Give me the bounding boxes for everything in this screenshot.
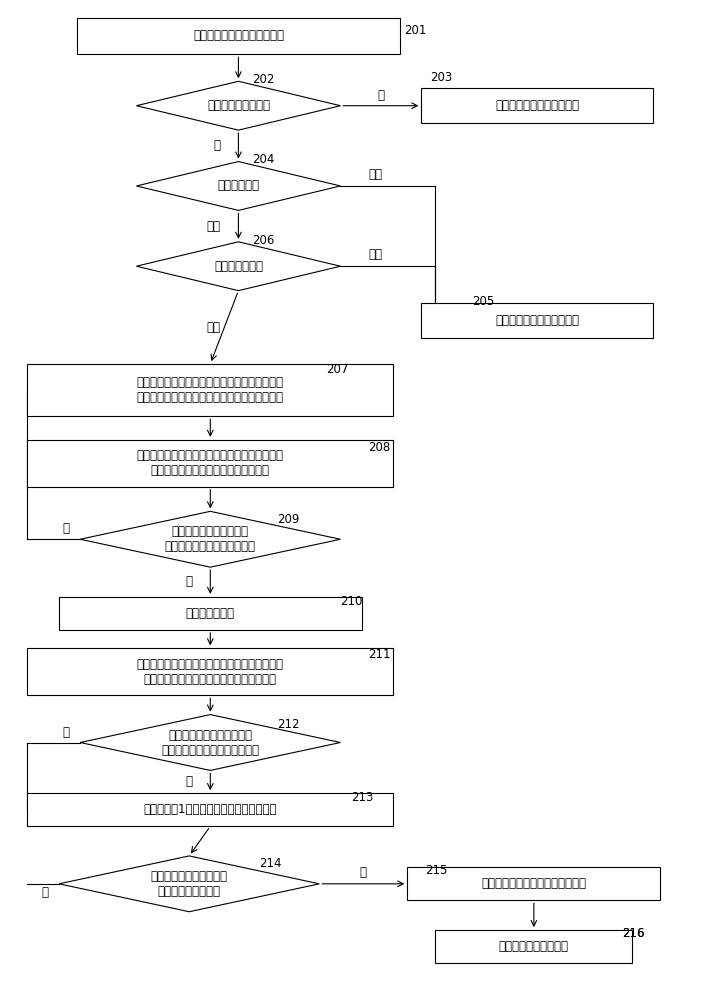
Text: 否: 否 [62, 726, 69, 739]
Text: 无效: 无效 [207, 220, 220, 233]
Polygon shape [136, 242, 340, 291]
Text: 无效: 无效 [369, 248, 383, 261]
Text: 有效: 有效 [369, 168, 383, 181]
Text: 205: 205 [472, 295, 494, 308]
Text: 增程器启动请求: 增程器启动请求 [214, 260, 263, 273]
Text: 发电机实际转速是否达到允
许发电机扭矩衰减的转速标定值: 发电机实际转速是否达到允 许发电机扭矩衰减的转速标定值 [161, 729, 259, 757]
Text: 通过公式（1）对发电机进行扭矩衰减控制: 通过公式（1）对发电机进行扭矩衰减控制 [143, 803, 277, 816]
Text: 将发电机目标拖动扭矩值赋值为零: 将发电机目标拖动扭矩值赋值为零 [481, 877, 586, 890]
Text: 207: 207 [326, 363, 349, 376]
Polygon shape [136, 81, 340, 130]
Text: 是: 是 [359, 866, 367, 879]
FancyBboxPatch shape [28, 364, 393, 416]
Text: 是: 是 [377, 89, 384, 102]
Text: 发电机实际转速是否达到
允许发动机喷油的转速标定值: 发电机实际转速是否达到 允许发动机喷油的转速标定值 [164, 525, 256, 553]
FancyBboxPatch shape [28, 440, 393, 487]
Polygon shape [80, 511, 340, 567]
Text: 有效: 有效 [207, 321, 220, 334]
Text: 通过查表获取与当前发动机温度及当前大气压力
相对应的允许发电机扭矩衰减的转速标定值: 通过查表获取与当前发动机温度及当前大气压力 相对应的允许发电机扭矩衰减的转速标定… [137, 658, 284, 686]
Text: 整车下电请求: 整车下电请求 [218, 179, 259, 192]
Text: 210: 210 [340, 595, 363, 608]
FancyBboxPatch shape [421, 88, 654, 123]
Polygon shape [136, 162, 340, 210]
Text: 201: 201 [403, 24, 426, 37]
Text: 对增程器进行正常停机控制: 对增程器进行正常停机控制 [496, 314, 579, 327]
FancyBboxPatch shape [59, 597, 362, 630]
Text: 对增程器的控制量进行初始化: 对增程器的控制量进行初始化 [193, 29, 284, 42]
Text: 216: 216 [622, 927, 644, 940]
Text: 211: 211 [369, 648, 391, 661]
Text: 204: 204 [252, 153, 275, 166]
FancyBboxPatch shape [28, 648, 393, 695]
FancyBboxPatch shape [435, 930, 632, 963]
Text: 对发动机进行怠速控制: 对发动机进行怠速控制 [499, 940, 569, 953]
Text: 通过查表获取与当前发动机温度相对应的发电机
目标拖动扭矩值，对发电机进行定扭矩拖动控制: 通过查表获取与当前发动机温度相对应的发电机 目标拖动扭矩值，对发电机进行定扭矩拖… [137, 376, 284, 404]
Text: 否: 否 [214, 139, 220, 152]
Polygon shape [80, 715, 340, 770]
Text: 213: 213 [351, 791, 374, 804]
Text: 是: 是 [186, 575, 193, 588]
FancyBboxPatch shape [421, 303, 654, 338]
Text: 否: 否 [42, 886, 48, 899]
Text: 209: 209 [277, 513, 299, 526]
Polygon shape [59, 856, 319, 912]
Text: 控制发动机喷油: 控制发动机喷油 [186, 607, 235, 620]
Text: 增程器是否存在故障: 增程器是否存在故障 [207, 99, 270, 112]
Text: 216: 216 [622, 927, 644, 940]
Text: 203: 203 [430, 71, 452, 84]
Text: 212: 212 [277, 718, 300, 731]
Text: 215: 215 [425, 864, 447, 877]
Text: 否: 否 [62, 522, 69, 535]
FancyBboxPatch shape [28, 793, 393, 826]
Text: 206: 206 [252, 234, 275, 247]
Text: 202: 202 [252, 73, 275, 86]
Text: 发电机实际转速是否达到
预设发动机目标急速: 发电机实际转速是否达到 预设发动机目标急速 [151, 870, 228, 898]
Text: 是: 是 [186, 775, 193, 788]
Text: 对增程器进行紧急停机控制: 对增程器进行紧急停机控制 [496, 99, 579, 112]
Text: 214: 214 [259, 857, 282, 870]
Text: 通过查表获取与当前发动机温度及当前大气压力
相对应的允许发动机喷油的转速标定值: 通过查表获取与当前发动机温度及当前大气压力 相对应的允许发动机喷油的转速标定值 [137, 449, 284, 477]
FancyBboxPatch shape [77, 18, 400, 54]
FancyBboxPatch shape [407, 867, 661, 900]
Text: 208: 208 [369, 441, 391, 454]
